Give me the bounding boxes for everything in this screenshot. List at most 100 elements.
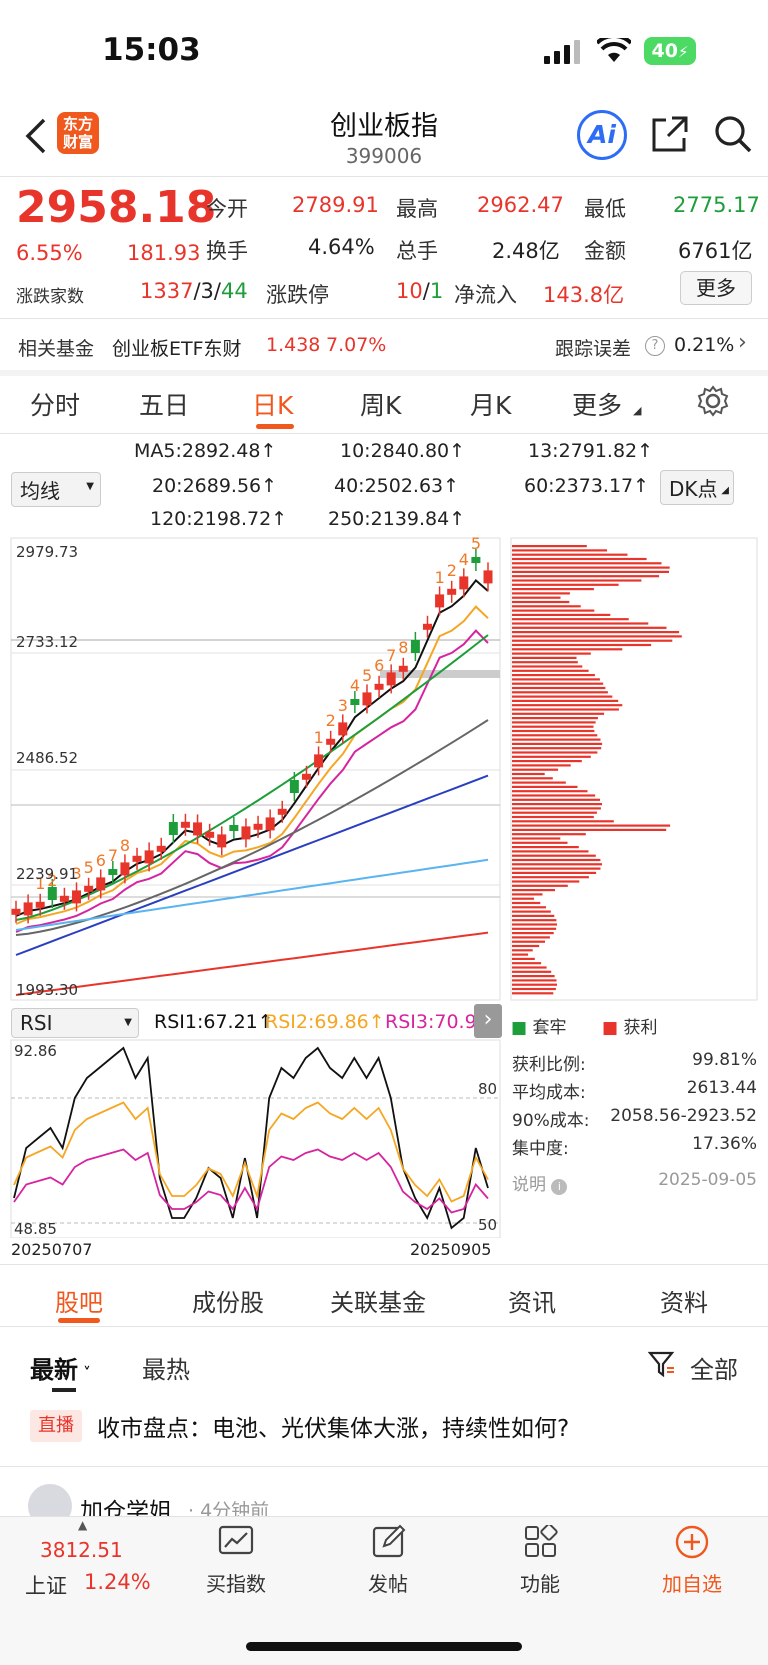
filter-icon[interactable] [648,1350,676,1378]
candle-body [386,672,396,686]
volume-value: 2.48亿 [492,239,560,263]
tab-related-funds[interactable]: 关联基金 [330,1289,426,1317]
more-label: 更多 [696,276,736,300]
signal-marker: 1 [435,568,445,587]
candle-body [398,665,408,672]
indicator-select[interactable]: RSI ▼ [11,1008,139,1038]
price-label-bottom: 1993.30 [16,981,78,999]
settings-icon[interactable] [697,385,729,417]
ma-select[interactable]: 均线 ▼ [11,472,101,507]
chip-bar [512,760,582,763]
tab-guba[interactable]: 股吧 [55,1289,103,1317]
flat-count: 3 [200,279,214,303]
ma40-value: 40:2502.63↑ [334,475,460,497]
signal-marker: 2 [447,561,457,580]
tab-constituents[interactable]: 成份股 [192,1289,264,1317]
sh-index-price[interactable]: 3812.51 [40,1538,123,1562]
expand-arrow-icon[interactable]: › [474,1004,502,1038]
chip-label: 90%成本: [512,1111,590,1131]
sub-tab-hot[interactable]: 最热 [142,1356,190,1384]
chip-note[interactable]: 说明 i [512,1170,568,1195]
sub-tab-newest[interactable]: 最新 ˅ [30,1350,91,1385]
ma5-value: MA5:2892.48↑ [134,440,277,462]
tab-daily-k[interactable]: 日K [252,391,294,420]
share-icon[interactable] [652,116,688,152]
signal-marker: 8 [120,836,130,855]
candle-body [277,808,287,815]
nav-post[interactable]: 发帖 [368,1572,408,1596]
high-value: 2962.47 [477,193,564,217]
fund-label: 相关基金 [18,338,95,360]
search-icon[interactable] [713,114,753,154]
help-icon[interactable]: ? [645,336,665,356]
dk-select[interactable]: DK点 ◢ [660,470,734,505]
chip-bar [512,566,670,569]
chip-value: 99.81% [692,1050,757,1070]
chart-icon[interactable] [218,1525,254,1557]
chip-bar [512,682,604,685]
tab-more[interactable]: 更多 [572,391,623,420]
more-button[interactable]: 更多 [680,271,752,305]
rsi-chart[interactable]: 92.86 48.85 80 50 [0,1038,510,1238]
chip-value: 2058.56-2923.52 [610,1106,757,1126]
up-count: 1337 [140,279,194,303]
tab-monthly-k[interactable]: 月K [470,391,512,420]
status-bar: 15:03 40⚡ [0,0,768,100]
nav-add-watchlist[interactable]: 加自选 [662,1572,722,1596]
signal-icon [544,40,580,64]
tab-intraday[interactable]: 分时 [30,391,81,420]
caret-down-icon: ▼ [86,481,94,492]
sh-index-label[interactable]: 上证 [25,1574,67,1598]
chip-bar [512,979,557,982]
low-label: 最低 [584,197,626,221]
filter-all[interactable]: 全部 [690,1356,738,1384]
tab-news[interactable]: 资讯 [508,1289,556,1317]
chip-bar [512,674,595,677]
sub-tab-underline [52,1388,76,1392]
signal-marker: 3 [72,864,82,883]
chip-bar [512,992,554,995]
nav-functions[interactable]: 功能 [520,1572,560,1596]
amount-value: 6761亿 [678,239,753,263]
limit-down-count: 1 [429,279,444,303]
chip-bar [512,635,682,638]
ai-button[interactable]: Ai [577,110,627,160]
signal-marker: 6 [96,851,106,870]
chip-bar [512,880,580,883]
chip-bar [512,876,589,879]
candle-body [459,576,469,590]
sh-index-pct[interactable]: 1.24% [84,1570,151,1594]
chip-bar [512,781,566,784]
tab-profile[interactable]: 资料 [660,1289,708,1317]
chip-bar [512,708,619,711]
chip-bar [512,790,588,793]
track-value: 0.21% [674,334,735,356]
live-title: 收市盘点：电池、光伏集体大涨，持续性如何? [97,1416,570,1442]
price-label-2: 2733.12 [16,633,78,651]
chip-bar [512,794,596,797]
chip-bar [512,652,591,655]
chip-bar [512,695,613,698]
fund-price: 1.438 [266,334,321,356]
amount-label: 金额 [584,239,626,263]
edit-icon[interactable] [372,1524,406,1558]
candle-body [241,826,251,840]
status-time: 15:03 [102,32,201,68]
chip-bar [512,656,577,659]
chip-bar [512,557,647,561]
candle-body [180,821,190,828]
grid-icon[interactable] [524,1525,558,1559]
add-circle-icon[interactable] [674,1524,710,1560]
change-percent: 6.55% [16,241,83,265]
tab-5day[interactable]: 五日 [139,391,190,420]
back-icon[interactable] [24,118,48,154]
tab-weekly-k[interactable]: 周K [360,391,402,420]
info-icon: i [551,1179,568,1195]
chip-bar [512,837,561,840]
ma-line [15,578,489,917]
nav-buy-index[interactable]: 买指数 [206,1572,266,1596]
signal-marker: 1 [314,728,324,747]
chip-bar [512,609,595,612]
candle-body [326,738,336,745]
